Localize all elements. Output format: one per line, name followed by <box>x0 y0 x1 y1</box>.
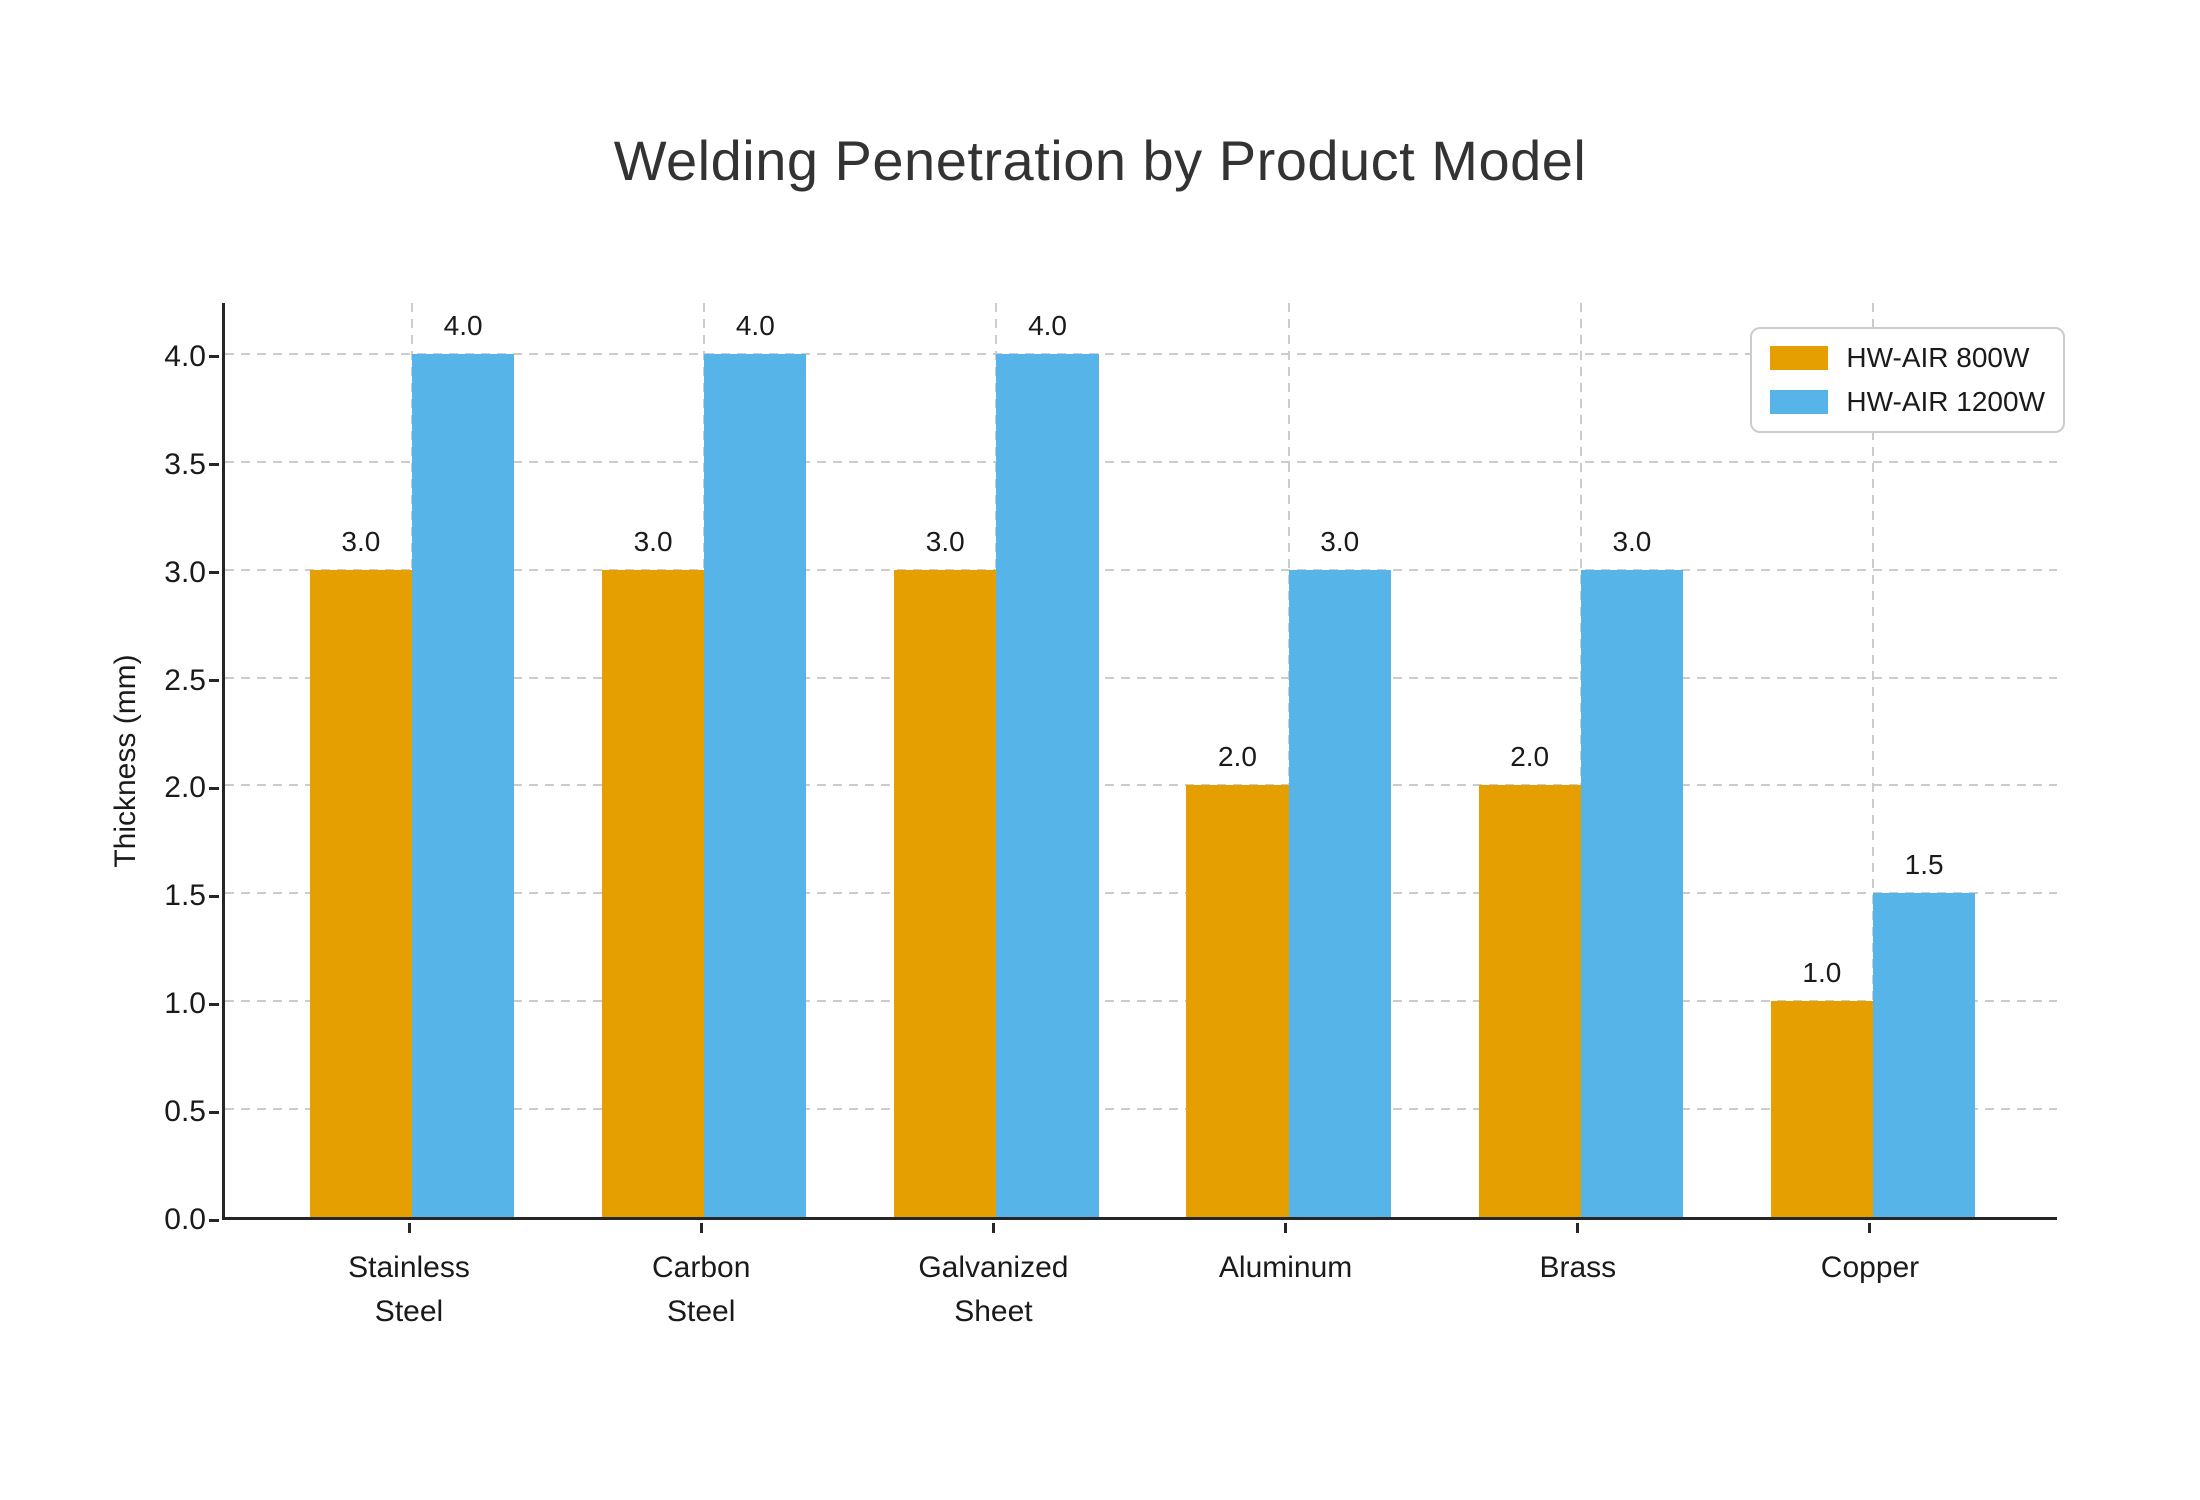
y-tick-label: 4.0 <box>164 339 206 373</box>
y-tick-mark <box>209 679 219 683</box>
legend-swatch <box>1770 390 1829 414</box>
y-tick-label: 1.0 <box>164 987 206 1021</box>
x-tick-label: Stainless Steel <box>348 1251 470 1328</box>
chart-title: Welding Penetration by Product Model <box>613 129 1587 192</box>
y-tick-label: 3.5 <box>164 447 206 481</box>
bar-value-label: 2.0 <box>1217 741 1257 773</box>
y-tick-mark <box>209 571 219 575</box>
y-tick-mark <box>209 463 219 467</box>
x-tick-label: Brass <box>1539 1251 1617 1284</box>
legend-label: HW-AIR 1200W <box>1846 386 2045 417</box>
x-tick-mark <box>1284 1223 1288 1233</box>
bar-s0-c1 <box>601 569 705 1217</box>
bar-value-label: 3.0 <box>341 525 381 557</box>
y-tick-label: 0.0 <box>164 1203 206 1236</box>
legend: HW-AIR 800W HW-AIR 1200W <box>1750 327 2065 433</box>
bar-s1-c1 <box>704 353 807 1217</box>
bar-s1-c0 <box>412 353 515 1217</box>
bar-value-label: 4.0 <box>443 309 483 341</box>
y-tick-label: 2.5 <box>164 663 206 697</box>
bar-s1-c3 <box>1288 569 1391 1217</box>
gridline-h <box>225 352 2057 355</box>
bar-value-label: 2.0 <box>1510 741 1550 773</box>
gridline-h <box>225 784 2057 787</box>
y-tick-mark <box>209 1002 219 1006</box>
bar-value-label: 4.0 <box>1028 309 1067 341</box>
gridline-h <box>225 460 2057 463</box>
legend-item: HW-AIR 1200W <box>1770 386 2045 418</box>
bar-s1-c4 <box>1580 569 1684 1217</box>
x-tick-label: Galvanized Sheet <box>918 1251 1069 1328</box>
legend-swatch <box>1770 346 1829 370</box>
bar-value-label: 3.0 <box>1612 525 1652 557</box>
x-tick-label: Aluminum <box>1218 1251 1353 1284</box>
bar-s0-c2 <box>894 569 997 1217</box>
legend-item: HW-AIR 800W <box>1770 342 2045 374</box>
bar-value-label: 4.0 <box>735 309 775 341</box>
y-tick-label: 2.0 <box>164 771 206 805</box>
bar-value-label: 3.0 <box>1320 525 1360 557</box>
bar-value-label: 1.0 <box>1802 957 1842 989</box>
y-tick-label: 0.5 <box>164 1095 206 1129</box>
bar-s1-c5 <box>1872 893 1976 1217</box>
gridline-h <box>225 568 2057 571</box>
bar-s0-c5 <box>1770 1001 1873 1217</box>
gridline-h <box>225 1108 2057 1111</box>
x-tick-label: Carbon Steel <box>652 1251 751 1328</box>
bar-s1-c2 <box>996 353 1099 1217</box>
y-tick-mark <box>209 786 219 790</box>
bar-value-label: 1.5 <box>1904 849 1944 881</box>
x-tick-mark <box>1576 1223 1580 1233</box>
gridline-h <box>225 892 2057 895</box>
bar-s0-c4 <box>1478 785 1581 1217</box>
y-tick-label: 1.5 <box>164 879 206 913</box>
y-tick-mark <box>209 1218 219 1222</box>
x-tick-mark <box>699 1223 703 1233</box>
x-tick-label: Copper <box>1820 1251 1920 1284</box>
y-tick-mark <box>209 894 219 898</box>
gridline-v <box>1871 303 1874 1217</box>
x-tick-mark <box>1868 1223 1872 1233</box>
x-tick-mark <box>407 1223 411 1233</box>
x-tick-mark <box>991 1223 995 1233</box>
plot-area: 3.0 3.0 3.0 2.0 2.0 1.0 4.0 4.0 4.0 3.0 3.0 1.5 HW-… <box>222 303 2065 1220</box>
y-tick-label: 3.0 <box>164 555 206 589</box>
bar-s0-c0 <box>309 569 412 1217</box>
y-tick-mark <box>209 355 219 359</box>
bar-value-label: 3.0 <box>633 525 673 557</box>
gridline-h <box>225 676 2057 679</box>
bar-s0-c3 <box>1186 785 1289 1217</box>
bar-value-label: 3.0 <box>925 525 965 557</box>
gridline-h <box>225 1000 2057 1003</box>
legend-label: HW-AIR 800W <box>1846 342 2030 373</box>
y-tick-mark <box>209 1110 219 1114</box>
